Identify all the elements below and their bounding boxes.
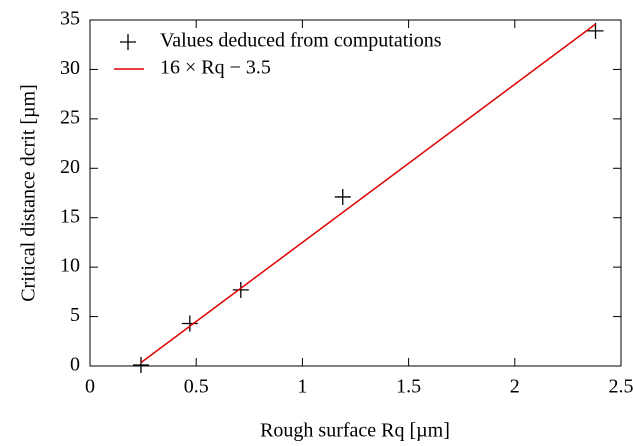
plus-marker	[587, 22, 604, 39]
y-tick-label: 15	[60, 205, 80, 227]
y-tick-label: 5	[70, 304, 80, 326]
y-axis-label: Critical distance dcrit [µm]	[18, 84, 40, 302]
y-tick-label: 35	[60, 8, 80, 30]
plus-marker	[132, 357, 149, 374]
legend-marker	[120, 34, 136, 50]
x-tick-label: 2	[510, 376, 520, 398]
legend-label: 16 × Rq − 3.5	[160, 57, 271, 79]
x-tick-label: 2.5	[609, 376, 633, 398]
plus-marker	[232, 281, 249, 298]
y-tick-label: 25	[60, 106, 80, 128]
x-tick-label: 0.5	[184, 376, 209, 398]
y-tick-label: 0	[70, 354, 80, 376]
y-tick-label: 20	[60, 156, 80, 178]
x-tick-label: 1	[297, 376, 307, 398]
x-axis-label: Rough surface Rq [µm]	[260, 420, 450, 442]
y-tick-label: 30	[60, 57, 80, 79]
x-tick-label: 0	[85, 376, 95, 398]
plot-frame	[89, 19, 622, 367]
fit-line	[140, 23, 596, 364]
y-tick-label: 10	[60, 255, 80, 277]
legend-label: Values deduced from computations	[160, 30, 442, 52]
x-tick-label: 1.5	[396, 376, 421, 398]
plus-marker	[181, 315, 198, 332]
plus-marker	[334, 188, 351, 205]
